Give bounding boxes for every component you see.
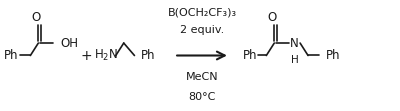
Text: H: H xyxy=(291,55,298,65)
Text: Ph: Ph xyxy=(4,49,18,62)
Text: 2 equiv.: 2 equiv. xyxy=(180,25,224,35)
Text: 80°C: 80°C xyxy=(188,92,216,102)
Text: N: N xyxy=(290,37,299,50)
Text: +: + xyxy=(81,49,93,62)
Text: Ph: Ph xyxy=(141,49,156,62)
Text: Ph: Ph xyxy=(326,49,341,62)
Text: B(OCH₂CF₃)₃: B(OCH₂CF₃)₃ xyxy=(168,7,236,17)
Text: O: O xyxy=(32,11,41,24)
Text: H$_2$N: H$_2$N xyxy=(94,48,118,63)
Text: O: O xyxy=(268,11,277,24)
Text: OH: OH xyxy=(60,37,78,50)
Text: MeCN: MeCN xyxy=(186,72,218,82)
Text: Ph: Ph xyxy=(242,49,257,62)
